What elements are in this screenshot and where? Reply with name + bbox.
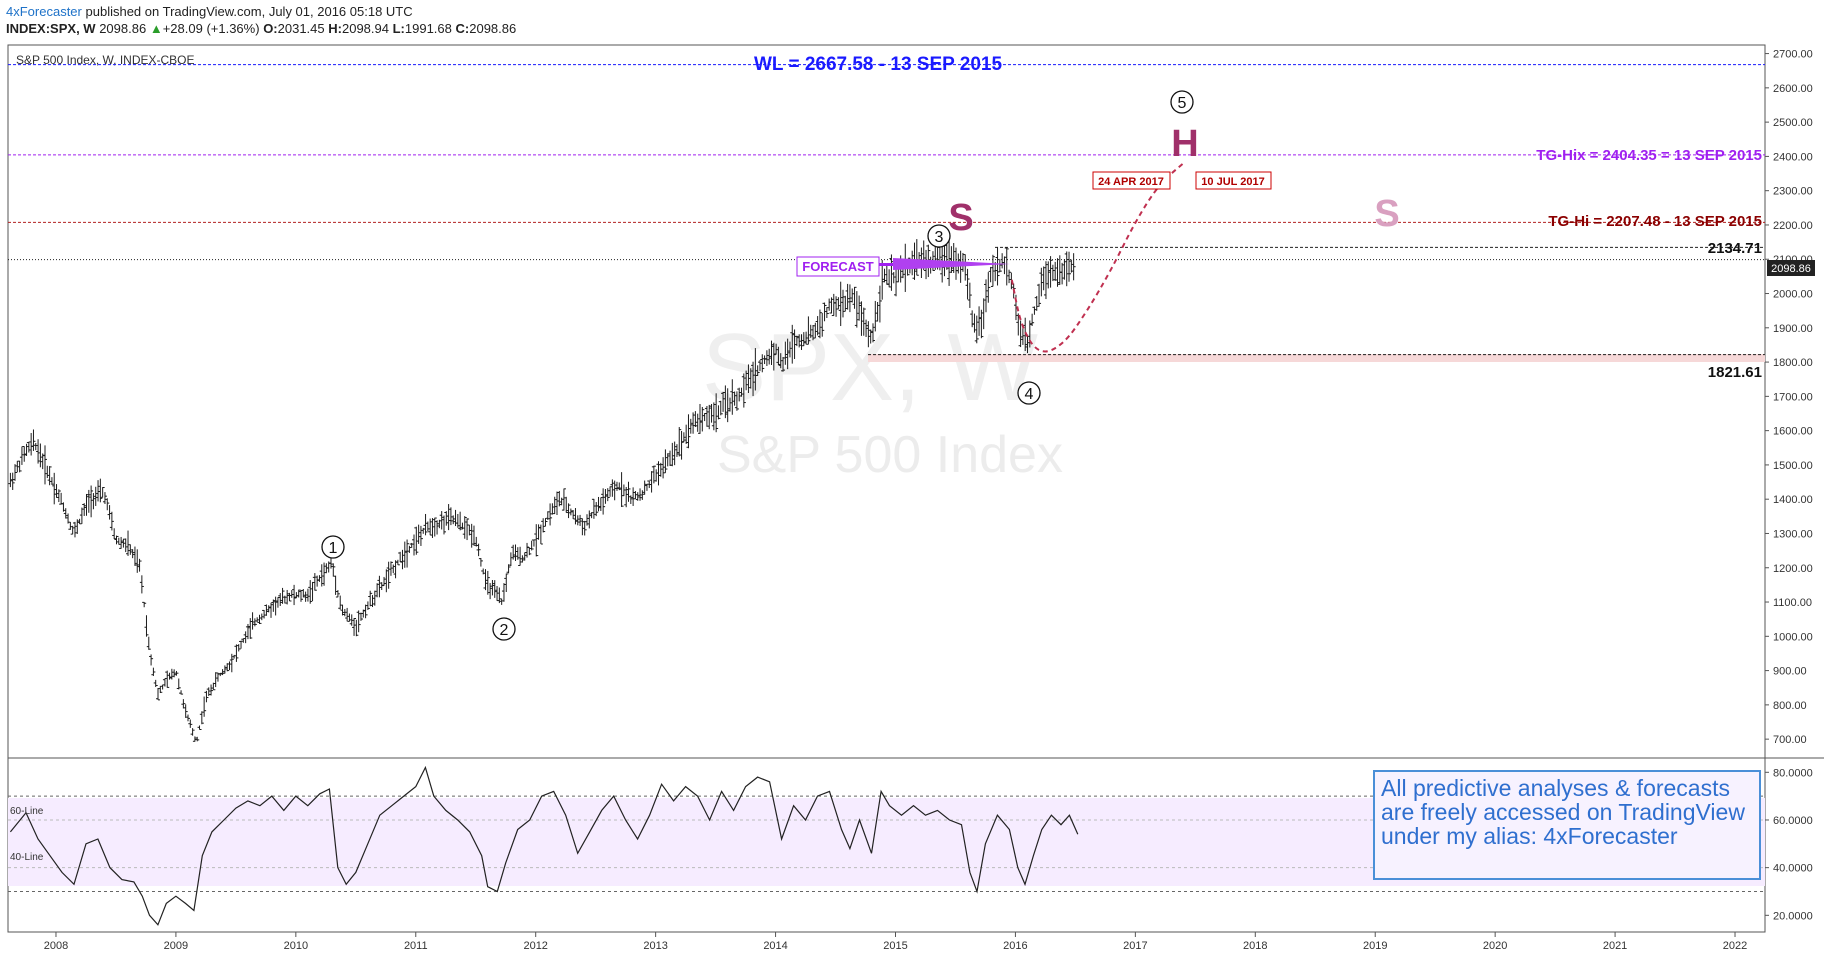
year-tick-label: 2017 (1123, 940, 1147, 952)
price-tick-label: 2000.00 (1773, 289, 1813, 301)
year-tick-label: 2022 (1723, 940, 1747, 952)
tg-hix-label: TG-Hix = 2404.35 = 13 SEP 2015 (1536, 147, 1762, 164)
price-tick-label: 1400.00 (1773, 494, 1813, 506)
wave-5-label: 5 (1178, 95, 1187, 112)
last-price: 2098.86 (99, 21, 147, 36)
rsi-axis: 80.0000 60.0000 40.0000 20.0000 (1765, 767, 1813, 922)
year-tick-label: 2016 (1003, 940, 1027, 952)
rsi-tick-label: 60.0000 (1773, 815, 1813, 827)
year-tick-label: 2019 (1363, 940, 1387, 952)
price-tick-label: 900.00 (1773, 666, 1807, 678)
price-axis: 2700.00 2600.00 2500.00 2400.00 2300.00 2200.… (1765, 49, 1813, 746)
rsi-tick-label: 20.0000 (1773, 910, 1813, 922)
watermark-name: S&P 500 Index (717, 426, 1063, 484)
wave-1-marker: 1 (321, 535, 345, 559)
chart-header: 4xForecaster published on TradingView.co… (6, 3, 516, 37)
price-tick-label: 2500.00 (1773, 117, 1813, 129)
date1-box[interactable] (1092, 171, 1171, 190)
price-tick-label: 1900.00 (1773, 323, 1813, 335)
rsi-60-label: 60-Line (10, 806, 44, 817)
forecast-arrow-shaft (878, 263, 893, 266)
wave-5-marker: 5 (1170, 90, 1194, 114)
rsi-tick-label: 40.0000 (1773, 863, 1813, 875)
forecast-label: FORECAST (802, 259, 874, 274)
date2-box[interactable] (1195, 171, 1272, 190)
forecast-curve[interactable] (1010, 162, 1184, 353)
alias-note: All predictive analyses & forecasts are … (1373, 770, 1761, 880)
wl-label: WL = 2667.58 - 13 SEP 2015 (754, 54, 1002, 75)
year-tick-label: 2008 (44, 940, 68, 952)
year-tick-label: 2009 (164, 940, 188, 952)
ohlc-line: INDEX:SPX, W 2098.86 ▲+28.09 (+1.36%) O:… (6, 20, 516, 37)
alias-note-text: All predictive analyses & forecasts are … (1381, 775, 1745, 849)
rsi-40-label: 40-Line (10, 852, 44, 863)
price-tick-label: 2700.00 (1773, 49, 1813, 61)
price-tick-label: 1000.00 (1773, 631, 1813, 643)
close-value: 2098.86 (469, 21, 517, 36)
price-tick-label: 2400.00 (1773, 151, 1813, 163)
price-tick-label: 1800.00 (1773, 357, 1813, 369)
price-tick-label: 1200.00 (1773, 563, 1813, 575)
high-value: 2098.94 (341, 21, 389, 36)
price-tick-label: 800.00 (1773, 700, 1807, 712)
year-tick-label: 2020 (1483, 940, 1507, 952)
wave-3-marker: 3 (927, 224, 951, 248)
s-marker: S (948, 197, 973, 239)
year-tick-label: 2013 (643, 940, 667, 952)
h-marker: H (1171, 123, 1198, 165)
price-tick-label: 1600.00 (1773, 426, 1813, 438)
wave-3-label: 3 (935, 229, 944, 246)
price-change: +28.09 (+1.36%) (162, 21, 260, 36)
author-link[interactable]: 4xForecaster (6, 4, 82, 19)
price-tick-label: 700.00 (1773, 734, 1807, 746)
price-tick-label: 2200.00 (1773, 220, 1813, 232)
forecast-box[interactable] (796, 256, 880, 277)
price-tick-label: 1300.00 (1773, 528, 1813, 540)
year-tick-label: 2011 (404, 940, 428, 952)
year-tick-label: 2010 (284, 940, 308, 952)
price-tick-label: 1100.00 (1773, 597, 1812, 609)
forecast-arrow-icon (893, 258, 1010, 270)
time-axis: 2008 2009 2010 2011 2012 2013 2014 2015 2016 2017… (44, 932, 1747, 952)
wave-2-label: 2 (500, 622, 509, 639)
tg-hi-label: TG-Hi = 2207.48 - 13 SEP 2015 (1548, 213, 1762, 230)
wave-4-marker: 4 (1017, 381, 1041, 405)
current-price-tag-text: 2098.86 (1771, 263, 1811, 275)
up-arrow-icon: ▲ (149, 21, 163, 36)
year-tick-label: 2012 (523, 940, 547, 952)
wave-2-marker: 2 (492, 617, 516, 641)
price-tick-label: 1500.00 (1773, 460, 1813, 472)
date1-label: 24 APR 2017 (1098, 176, 1164, 188)
year-tick-label: 2018 (1243, 940, 1267, 952)
low-label: L: (392, 21, 405, 36)
chart-title: S&P 500 Index, W, INDEX-CBOE (16, 53, 195, 67)
year-tick-label: 2014 (763, 940, 787, 952)
close-label: C: (455, 21, 470, 36)
high-label: H: (328, 21, 342, 36)
date2-label: 10 JUL 2017 (1201, 176, 1264, 188)
price-tick-label: 1700.00 (1773, 391, 1813, 403)
publish-info: published on TradingView.com, July 01, 2… (85, 4, 413, 19)
rsi-series (9, 765, 1079, 926)
level-high-label: 2134.71 (1708, 240, 1762, 257)
current-price-tag (1767, 260, 1815, 276)
price-tick-label: 2300.00 (1773, 186, 1813, 198)
s-marker-future: S (1374, 193, 1399, 235)
price-tick-label: 2600.00 (1773, 83, 1813, 95)
publish-line: 4xForecaster published on TradingView.co… (6, 3, 516, 20)
year-tick-label: 2021 (1603, 940, 1627, 952)
wave-1-label: 1 (329, 540, 338, 557)
open-value: 2031.45 (277, 21, 325, 36)
symbol-label: INDEX:SPX, W (6, 21, 96, 36)
level-low-label: 1821.61 (1708, 364, 1762, 381)
wave-4-label: 4 (1025, 386, 1034, 403)
support-zone (868, 354, 1765, 362)
price-series (8, 235, 1076, 742)
open-label: O: (263, 21, 278, 36)
year-tick-label: 2015 (883, 940, 907, 952)
low-value: 1991.68 (404, 21, 452, 36)
rsi-tick-label: 80.0000 (1773, 767, 1813, 779)
